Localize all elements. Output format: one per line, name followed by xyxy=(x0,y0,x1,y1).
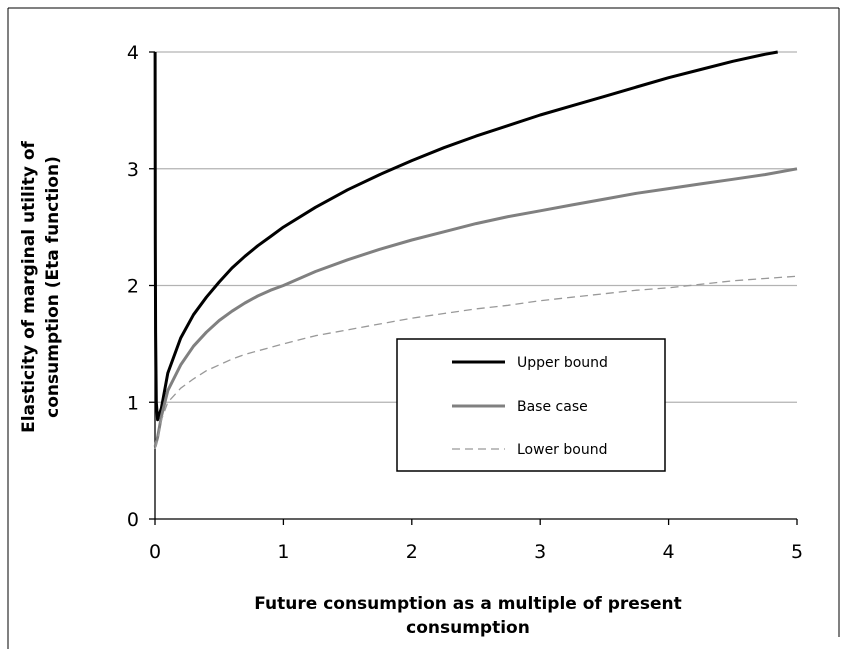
x-tick-label-2: 2 xyxy=(406,541,418,563)
y-axis-title-line-2: consumption (Eta function) xyxy=(43,156,63,418)
series-line-base-case xyxy=(153,167,798,447)
y-tick-label-3: 3 xyxy=(127,159,139,181)
x-axis-title-line-1: Future consumption as a multiple of pres… xyxy=(254,594,681,614)
legend: Upper bound Base case Lower bound xyxy=(396,338,666,472)
series-line-lower-bound xyxy=(154,275,798,450)
tick-labels: 0 1 2 3 4 0 1 2 3 4 5 xyxy=(127,42,803,563)
gridlines xyxy=(155,51,797,403)
legend-label-base-case: Base case xyxy=(517,399,588,415)
x-tick-label-0: 0 xyxy=(149,541,161,563)
y-tick-label-2: 2 xyxy=(127,276,139,298)
y-axis-title-line-1: Elasticity of marginal utility of xyxy=(19,140,39,432)
series-lines xyxy=(153,50,798,450)
x-tick-label-1: 1 xyxy=(277,541,289,563)
legend-label-upper-bound: Upper bound xyxy=(517,355,608,371)
x-tick-label-4: 4 xyxy=(663,541,675,563)
y-tick-label-1: 1 xyxy=(127,392,139,414)
series-line-upper-bound xyxy=(153,50,778,422)
y-tick-label-0: 0 xyxy=(127,509,139,531)
x-axis-title-line-2: consumption xyxy=(406,618,530,638)
y-tick-label-4: 4 xyxy=(127,42,139,64)
x-tick-label-3: 3 xyxy=(534,541,546,563)
legend-label-lower-bound: Lower bound xyxy=(517,442,607,458)
legend-box xyxy=(396,338,666,472)
x-tick-label-5: 5 xyxy=(791,541,803,563)
